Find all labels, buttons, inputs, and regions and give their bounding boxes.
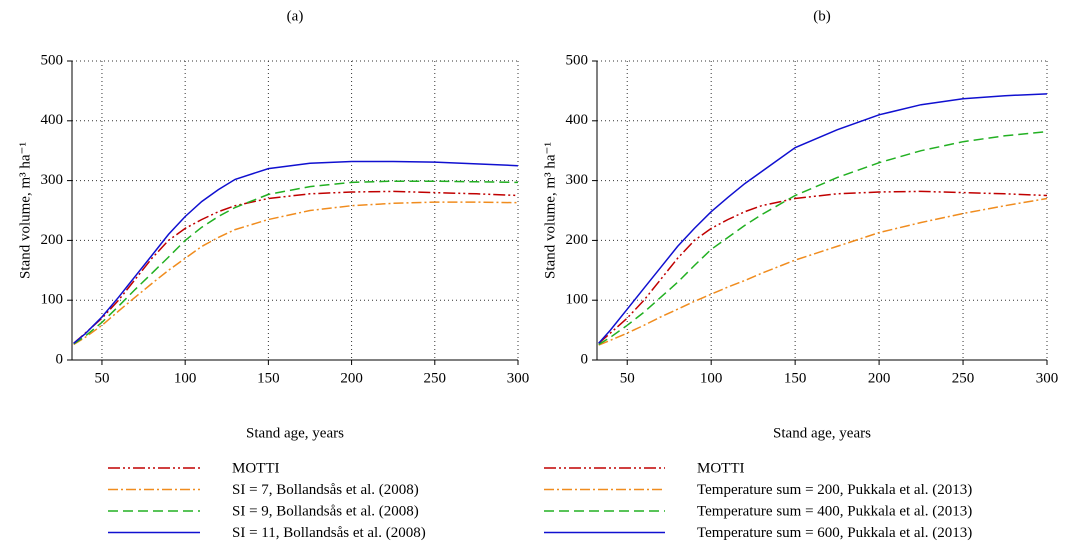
x-tick-label: 150: [784, 370, 807, 386]
legend-label: Temperature sum = 600, Pukkala et al. (2…: [697, 525, 972, 541]
y-tick-label: 200: [41, 232, 64, 248]
series-line: [73, 201, 519, 346]
chart-title: (a): [287, 8, 304, 24]
chart-title: (b): [813, 8, 831, 24]
x-axis-label: Stand age, years: [773, 425, 871, 441]
y-tick-label: 500: [566, 52, 589, 68]
y-tick-label: 0: [581, 351, 589, 367]
y-tick-label: 400: [41, 112, 64, 128]
y-tick-label: 300: [41, 172, 64, 188]
y-tick-label: 200: [566, 232, 589, 248]
y-tick-label: 0: [56, 351, 64, 367]
series-line: [598, 130, 1048, 346]
x-tick-label: 300: [507, 370, 530, 386]
x-tick-label: 200: [340, 370, 363, 386]
x-tick-label: 250: [952, 370, 975, 386]
legend-label: MOTTI: [232, 460, 280, 476]
y-tick-label: 400: [566, 112, 589, 128]
y-axis-label: Stand volume, m³ ha⁻¹: [17, 142, 33, 279]
series-line: [73, 180, 519, 345]
series-line: [73, 160, 519, 344]
y-axis-label: Stand volume, m³ ha⁻¹: [542, 142, 558, 279]
y-tick-label: 100: [566, 292, 589, 308]
x-tick-label: 100: [174, 370, 197, 386]
legend-label: SI = 9, Bollandsås et al. (2008): [232, 503, 419, 519]
x-tick-label: 150: [257, 370, 280, 386]
y-tick-label: 500: [41, 52, 64, 68]
y-tick-label: 100: [41, 292, 64, 308]
x-tick-label: 50: [94, 370, 109, 386]
series-line: [598, 93, 1048, 344]
legend-label: Temperature sum = 200, Pukkala et al. (2…: [697, 482, 972, 498]
series-line: [73, 190, 519, 344]
x-tick-label: 300: [1036, 370, 1059, 386]
x-tick-label: 100: [700, 370, 723, 386]
legend-label: SI = 11, Bollandsås et al. (2008): [232, 525, 426, 541]
x-tick-label: 250: [424, 370, 447, 386]
x-axis-label: Stand age, years: [246, 425, 344, 441]
series-line: [598, 197, 1048, 346]
series-line: [598, 190, 1048, 344]
x-tick-label: 50: [620, 370, 635, 386]
legend-label: MOTTI: [697, 460, 745, 476]
y-tick-label: 300: [566, 172, 589, 188]
legend-label: SI = 7, Bollandsås et al. (2008): [232, 482, 419, 498]
legend-label: Temperature sum = 400, Pukkala et al. (2…: [697, 503, 972, 519]
x-tick-label: 200: [868, 370, 891, 386]
